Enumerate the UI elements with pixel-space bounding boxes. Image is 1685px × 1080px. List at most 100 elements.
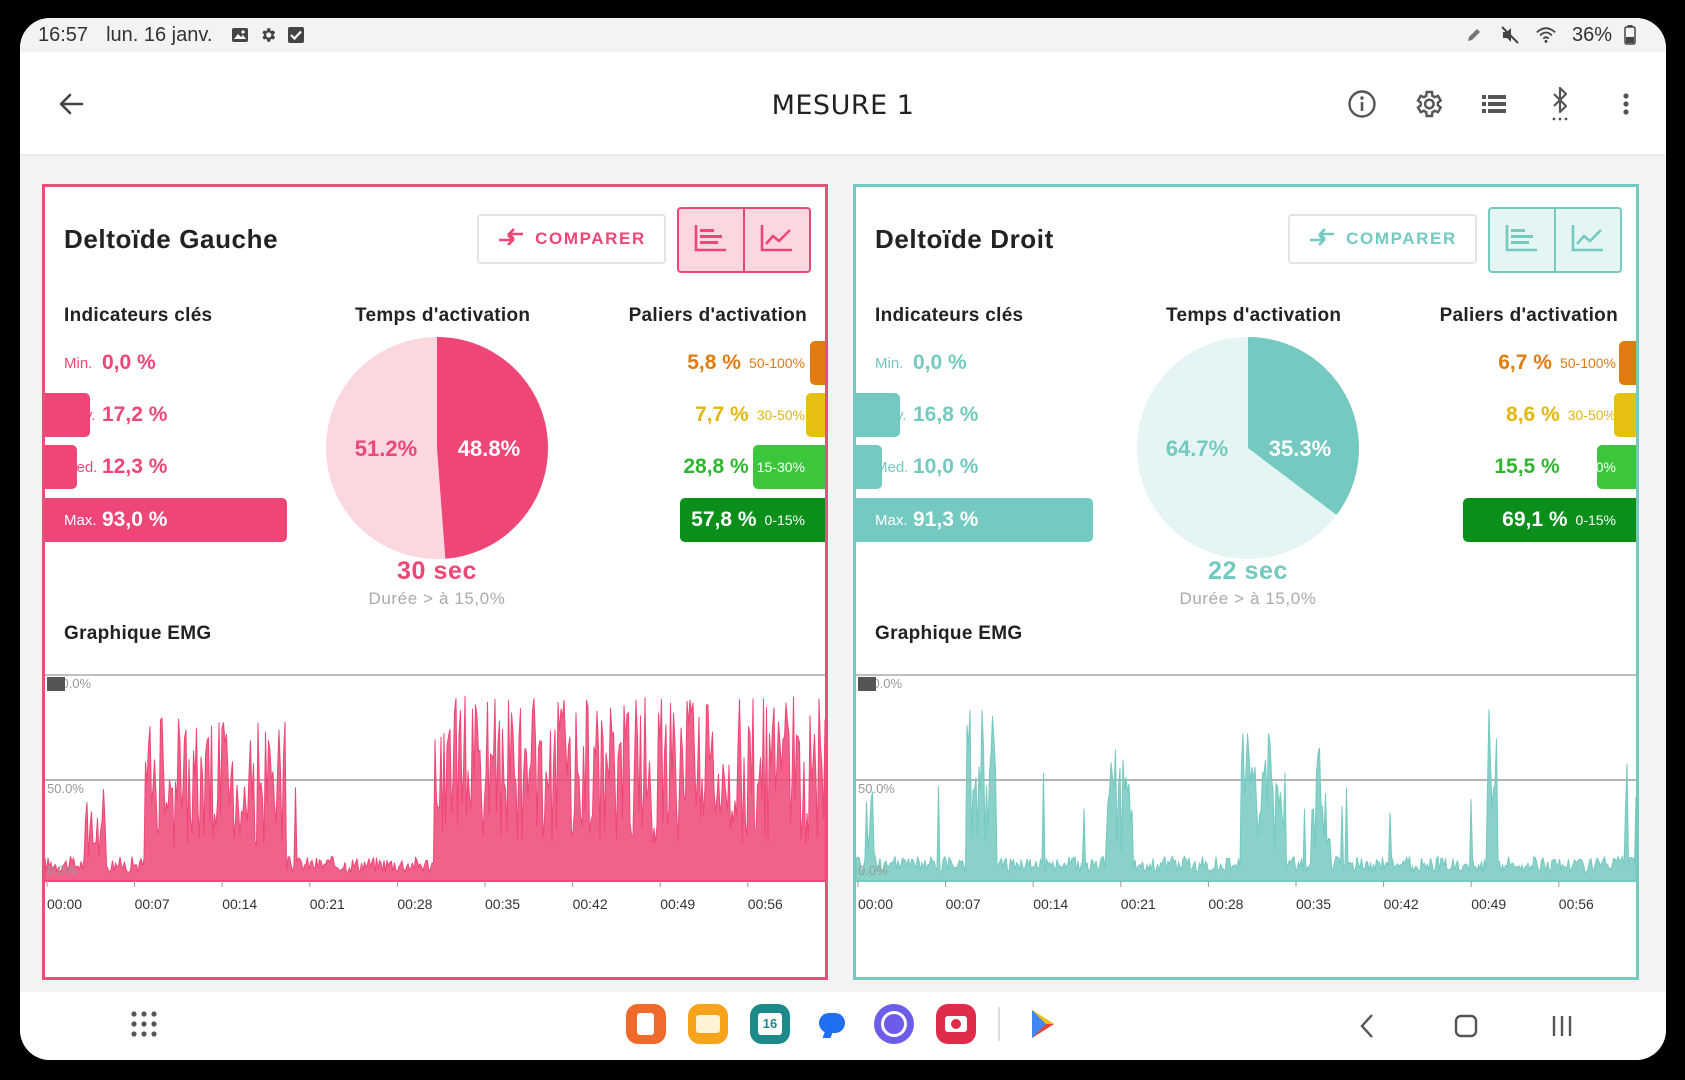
status-bar: 16:57 lun. 16 janv. 36% [20,18,1666,52]
activation-level-value: 28,8 % [683,455,749,478]
more-vert-icon[interactable] [1604,82,1648,126]
nav-divider [998,1007,1000,1041]
emg-x-tick: 00:42 [1384,896,1419,912]
emg-x-tick: 00:00 [858,896,893,912]
activation-duration: 22 sec [1207,557,1289,585]
nav-back-icon[interactable] [1348,1006,1388,1046]
emg-y-tick: 0.0% [47,863,77,878]
bar-view-button[interactable] [1490,209,1554,271]
indicator-label: Med. [875,458,909,476]
activation-level-range: 0-15% [1575,512,1616,528]
emg-x-tick: 00:42 [573,896,608,912]
activation-level: 8,6 % 30-50% [1336,393,1636,437]
emg-marker-icon [47,677,65,691]
activation-level: 7,7 % 30-50% [525,393,825,437]
checkbox-icon [286,25,306,45]
activation-level: 5,8 % 50-100% [525,341,825,385]
screen: 16:57 lun. 16 janv. 36% [20,18,1666,1060]
compare-label: COMPARER [535,229,646,248]
list-icon[interactable] [1472,82,1516,126]
compare-button[interactable]: COMPARER [477,214,666,264]
line-chart-icon [1570,223,1606,258]
nav-recents-icon[interactable] [1542,1006,1582,1046]
activation-level-range: 50-100% [748,355,805,371]
line-view-button[interactable] [1554,209,1620,271]
apps-grid-icon[interactable] [124,1004,164,1044]
battery-icon [1620,25,1640,45]
pie-active-label: 48.8% [458,436,520,461]
emg-x-tick: 00:21 [310,896,345,912]
compare-arrows-icon [1308,227,1336,252]
nav-home-icon[interactable] [1446,1006,1486,1046]
emg-x-tick: 00:14 [222,896,257,912]
activation-level-bar [810,341,825,385]
browser-app-icon[interactable] [874,1004,914,1044]
indicator-bar [856,445,882,489]
camera-app-icon[interactable] [936,1004,976,1044]
bluetooth-icon[interactable] [1538,82,1582,126]
key-indicators-heading: Indicateurs clés [64,305,213,326]
activation-level-bar [806,393,825,437]
battery-percent: 36% [1571,23,1612,46]
back-arrow-icon[interactable] [52,84,92,124]
activation-level: 28,8 % 15-30% [525,445,825,489]
key-indicators-heading: Indicateurs clés [875,305,1024,326]
messages-app-icon[interactable] [812,1004,852,1044]
view-toggle [1488,207,1622,273]
indicator-value: 12,3 % [102,455,168,478]
indicator-min: Min. 0,0 % [856,341,1116,385]
indicator-value: 10,0 % [913,455,979,478]
compare-arrows-icon [497,227,525,252]
emg-y-tick: 50.0% [858,781,895,796]
play-store-icon[interactable] [1022,1004,1062,1044]
activation-level-value: 57,8 % [691,508,757,531]
gear-icon [258,25,278,45]
activation-time-heading: Temps d'activation [355,305,531,326]
indicator-bar [45,498,287,542]
indicator-value: 16,8 % [913,403,979,426]
indicator-label: Med. [64,458,98,476]
activation-level-bar [1619,341,1636,385]
emg-x-tick: 00:21 [1121,896,1156,912]
line-chart-icon [759,223,795,258]
activation-level-range: 30-50% [1567,407,1616,423]
files-app-icon[interactable] [688,1004,728,1044]
compare-label: COMPARER [1346,229,1457,248]
emg-x-tick: 00:07 [946,896,981,912]
activation-level-value: 69,1 % [1502,508,1568,531]
duration-caption: Durée > à 15,0% [1179,589,1317,608]
duration-caption: Durée > à 15,0% [368,589,506,608]
bar-view-button[interactable] [679,209,743,271]
emg-x-tick: 00:49 [1471,896,1506,912]
indicator-value: 93,0 % [102,508,168,531]
activation-level-bar [680,498,825,542]
info-icon[interactable] [1340,82,1384,126]
calendar-app-icon[interactable]: 16 [750,1004,790,1044]
emg-x-tick: 00:49 [660,896,695,912]
settings-icon[interactable] [1406,82,1450,126]
activation-level: 6,7 % 50-100% [1336,341,1636,385]
emg-x-tick: 00:28 [1208,896,1243,912]
activation-level-range: 15-30% [756,459,805,475]
emg-x-tick: 00:00 [47,896,82,912]
emg-x-tick: 00:56 [748,896,783,912]
nav-bar: 16 [20,992,1666,1060]
indicator-med: Med. 12,3 % [45,445,305,489]
compare-button[interactable]: COMPARER [1288,214,1477,264]
activation-level-range: 15-30% [1567,459,1616,475]
emg-x-tick: 00:35 [1296,896,1331,912]
status-time: 16:57 [38,23,89,46]
emg-x-tick: 00:28 [397,896,432,912]
activation-time-heading: Temps d'activation [1166,305,1342,326]
indicator-med: Med. 10,0 % [856,445,1116,489]
indicator-bar [856,498,1093,542]
line-view-button[interactable] [743,209,809,271]
app-bar: MESURE 1 [20,52,1666,156]
emg-signal [856,709,1636,882]
notes-app-icon[interactable] [626,1004,666,1044]
indicator-max: Max. 93,0 % [45,498,305,542]
bar-chart-icon [1504,223,1540,258]
activation-pie-chart: 64.7% 35.3% [1137,337,1359,559]
pie-active-slice [437,337,548,559]
status-date: lun. 16 janv. [106,23,213,46]
